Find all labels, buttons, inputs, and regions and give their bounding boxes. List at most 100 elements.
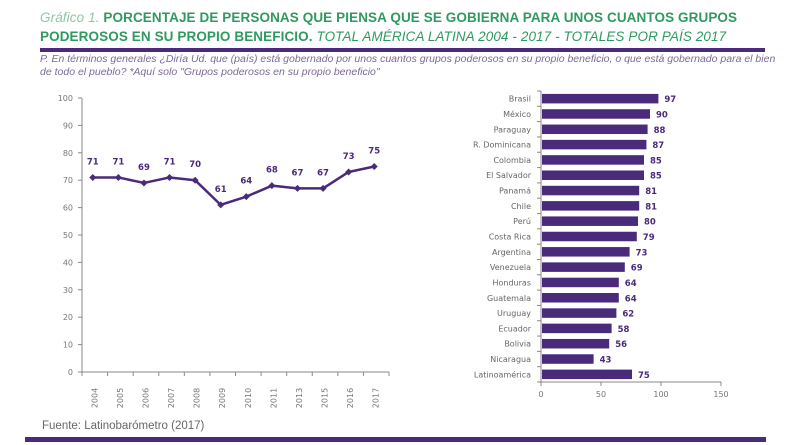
data-label: 71 [87,157,99,167]
bar [542,93,659,104]
x-tick-label: 2008 [193,388,202,408]
data-label: 64 [625,279,637,289]
data-label: 97 [664,95,676,105]
data-label: 62 [622,310,634,320]
bar [542,247,630,257]
y-tick-label: 40 [63,258,73,267]
bar [542,109,650,119]
data-label: 75 [638,371,650,381]
category-label: Ecuador [498,324,531,333]
bar [542,262,625,272]
data-label: 67 [292,168,304,178]
category-label: R. Dominicana [473,141,531,150]
data-label: 85 [650,172,662,182]
bar [542,201,640,211]
category-label: Honduras [493,278,532,287]
data-label: 87 [652,141,664,151]
y-tick-label: 100 [58,94,73,103]
data-label: 56 [615,340,627,350]
title-main: PORCENTAJE DE PERSONAS QUE PIENSA QUE SE… [40,10,738,44]
data-label: 69 [631,264,643,274]
data-label: 79 [643,233,655,243]
data-point [114,173,122,181]
y-tick-label: 90 [63,121,73,130]
data-label: 71 [164,157,176,167]
y-tick-label: 30 [63,286,73,295]
x-tick-label: 150 [713,390,728,399]
data-point [89,173,97,181]
data-label: 71 [112,157,124,167]
y-tick-label: 10 [63,341,73,350]
bar [542,185,640,196]
bar [542,124,648,135]
category-label: México [503,109,531,119]
bar [542,354,594,364]
figure-number: Gráfico 1. [40,10,100,25]
data-point [217,201,225,209]
x-tick-label: 50 [596,390,606,399]
data-label: 81 [645,187,657,197]
data-point [191,176,199,184]
x-tick-label: 2006 [141,388,150,408]
category-label: Perú [513,217,531,226]
data-label: 70 [189,160,201,170]
y-tick-label: 0 [68,368,73,377]
x-tick-label: 2016 [346,388,355,408]
category-label: Venezuela [490,263,531,272]
x-tick-label: 2011 [269,388,278,408]
x-tick-label: 2004 [90,388,99,408]
x-tick-label: 100 [653,390,668,399]
category-label: Colombia [493,156,531,165]
data-label: 69 [138,163,150,173]
bar [542,338,610,349]
data-label: 88 [654,126,666,136]
category-label: Argentina [492,248,531,257]
footer-divider [25,437,766,442]
category-label: Nicaragua [490,355,531,364]
bar [542,216,638,226]
x-tick-label: 2013 [295,388,304,408]
data-point [345,168,353,176]
chart-title: Gráfico 1. PORCENTAJE DE PERSONAS QUE PI… [40,8,760,46]
title-divider [40,48,765,52]
category-label: Chile [511,202,531,211]
bar [542,369,632,380]
y-tick-label: 50 [63,231,73,240]
bar [542,323,612,334]
data-label: 75 [368,147,380,157]
y-tick-label: 20 [63,313,73,322]
data-point [140,179,148,187]
y-tick-label: 70 [63,176,73,185]
x-tick-label: 2015 [321,388,330,408]
data-label: 80 [644,218,656,228]
data-label: 64 [625,294,637,304]
bar [542,155,644,165]
data-point [166,173,174,181]
bar [542,139,647,150]
series-line [92,165,375,207]
bar [542,277,619,288]
data-label: 81 [645,202,657,212]
data-label: 68 [266,166,278,176]
bar [542,170,644,180]
category-label: Costa Rica [489,233,531,242]
data-point [319,184,327,192]
data-label: 73 [636,248,648,258]
category-label: Bolivia [504,340,531,349]
data-point [370,163,378,170]
category-label: Guatemala [487,294,531,303]
data-point [268,182,276,190]
x-tick-label: 0 [538,390,543,399]
x-tick-label: 2010 [244,388,253,408]
x-tick-label: 2005 [116,388,125,408]
data-label: 85 [650,156,662,166]
category-label: El Salvador [486,171,532,180]
y-tick-label: 80 [63,149,73,158]
x-tick-label: 2009 [218,388,227,408]
x-tick-label: 2017 [372,388,381,408]
survey-question: P. En términos generales ¿Diría Ud. que … [40,53,776,78]
y-tick-label: 60 [63,204,73,213]
category-label: Brasil [509,95,531,104]
